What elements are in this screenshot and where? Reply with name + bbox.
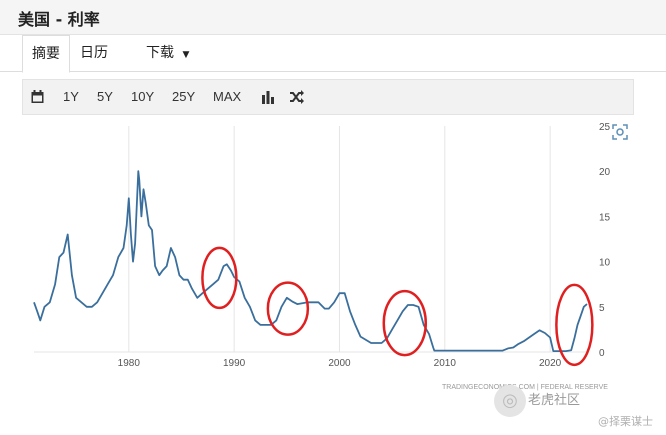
watermark-community: 老虎社区	[528, 393, 581, 408]
caret-down-icon: ▼	[182, 50, 190, 60]
calendar-icon[interactable]	[31, 90, 45, 104]
interest-rate-chart: 1980 1990 2000 2010 2020 0 5 10 15 20 25 TRADINGE…	[33, 122, 628, 391]
range-1y-button[interactable]: 1Y	[63, 89, 79, 104]
source-text: TRADINGECONOMICS.COM | FEDERAL RESERVE	[442, 384, 608, 391]
y-tick-label: 0	[599, 348, 605, 359]
y-tick-label: 25	[599, 122, 611, 133]
y-axis: 0 5 10 15 20 25	[599, 122, 611, 359]
annotation-ellipse	[555, 283, 594, 367]
tab-summary[interactable]: 摘要	[22, 35, 70, 73]
range-25y-button[interactable]: 25Y	[172, 89, 196, 104]
range-max-button[interactable]: MAX	[213, 89, 242, 104]
tab-bar: 摘要 日历 下载 ▼	[0, 35, 666, 73]
x-tick-label: 2020	[539, 358, 562, 369]
series-layer	[33, 170, 588, 352]
shuffle-icon[interactable]	[289, 90, 305, 104]
tab-calendar[interactable]: 日历	[80, 45, 108, 61]
annotation-layer	[201, 246, 594, 367]
x-tick-label: 2000	[328, 358, 351, 369]
title-bar: 美国 - 利率	[0, 0, 666, 35]
range-10y-button[interactable]: 10Y	[131, 89, 155, 104]
x-axis: 1980 1990 2000 2010 2020	[118, 358, 562, 369]
chart-area: 1980 1990 2000 2010 2020 0 5 10 15 20 25 TRADINGE…	[22, 114, 632, 404]
watermark-logo-icon: ◎	[494, 385, 526, 417]
chart-toolbar: 1Y 5Y 10Y 25Y MAX	[22, 79, 634, 115]
x-tick-label: 2010	[434, 358, 457, 369]
y-tick-label: 15	[599, 212, 611, 223]
y-tick-label: 10	[599, 258, 611, 269]
chart-grid	[34, 126, 587, 353]
tab-download-label: 下载	[146, 45, 174, 61]
watermark-author: @择栗谋士	[598, 415, 653, 428]
x-tick-label: 1980	[118, 358, 141, 369]
x-tick-label: 1990	[223, 358, 246, 369]
range-5y-button[interactable]: 5Y	[97, 89, 113, 104]
series-line	[33, 170, 588, 352]
y-tick-label: 20	[599, 167, 611, 178]
page-title: 美国 - 利率	[18, 10, 100, 29]
annotation-ellipse	[266, 281, 310, 336]
bar-chart-icon[interactable]	[261, 90, 275, 104]
tab-download[interactable]: 下载 ▼	[146, 35, 189, 71]
annotation-ellipse	[201, 246, 238, 310]
zoom-icon[interactable]	[612, 124, 628, 140]
y-tick-label: 5	[599, 303, 605, 314]
annotation-ellipse	[382, 289, 428, 357]
